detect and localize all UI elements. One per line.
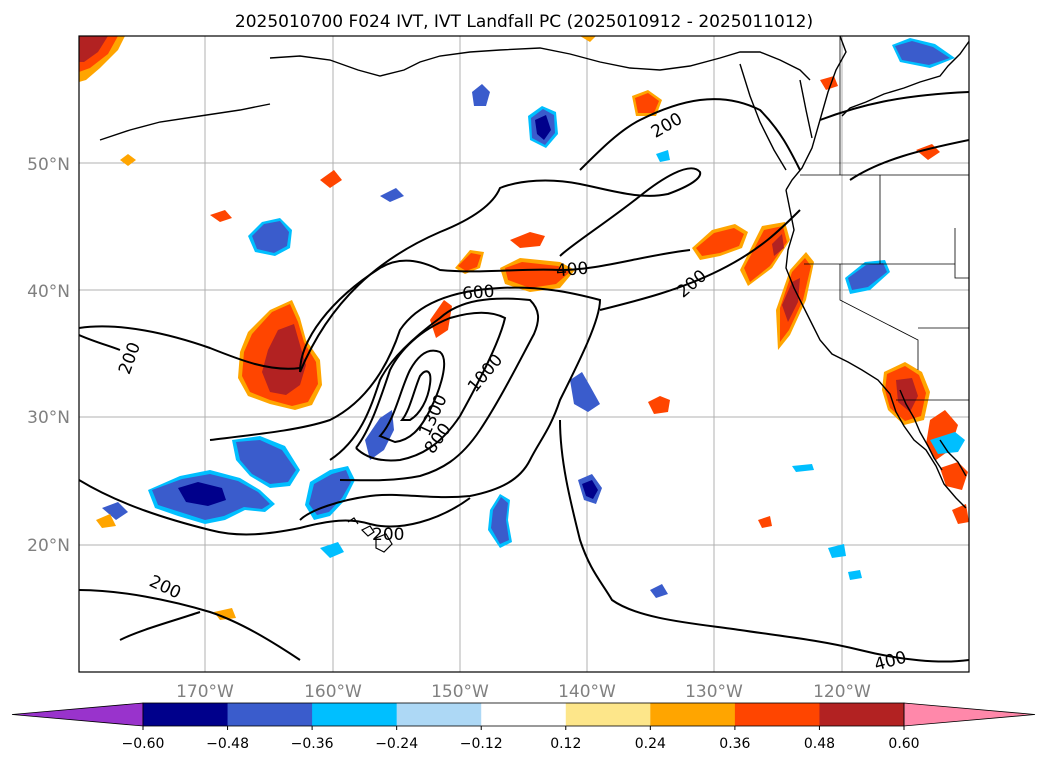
lon-label: 170°W bbox=[176, 682, 234, 702]
colorbar-segment bbox=[481, 703, 567, 726]
colorbar bbox=[11, 702, 1036, 727]
colorbar-segment bbox=[143, 703, 229, 726]
lon-label: 130°W bbox=[685, 682, 743, 702]
colorbar-segment bbox=[565, 703, 651, 726]
colorbar-segment bbox=[650, 703, 736, 726]
lat-label: 30°N bbox=[27, 408, 70, 428]
colorbar-tick-label: 0.24 bbox=[635, 736, 666, 752]
longitude-labels: 170°W 160°W 150°W 140°W 130°W 120°W bbox=[176, 682, 871, 702]
colorbar-extend-high bbox=[903, 702, 1036, 727]
lat-label: 40°N bbox=[27, 282, 70, 302]
map-frame bbox=[78, 35, 970, 673]
colorbar-tick-label: −0.36 bbox=[291, 736, 334, 752]
colorbar-extend-low bbox=[11, 702, 144, 727]
ivt-contours bbox=[79, 91, 969, 663]
lat-label: 20°N bbox=[27, 536, 70, 556]
colorbar-tick-label: −0.12 bbox=[460, 736, 503, 752]
colorbar-tick-label: −0.24 bbox=[375, 736, 418, 752]
contour-label: 200 bbox=[372, 525, 404, 545]
political-borders bbox=[800, 36, 969, 401]
lon-label: 120°W bbox=[813, 682, 871, 702]
colorbar-tick-label: 0.60 bbox=[888, 736, 919, 752]
gridlines bbox=[79, 36, 969, 672]
colorbar-outline bbox=[142, 702, 905, 727]
latitude-labels: 50°N 40°N 30°N 20°N bbox=[27, 155, 70, 556]
colorbar-segment bbox=[734, 703, 820, 726]
colorbar-segment bbox=[227, 703, 313, 726]
colorbar-ticks: −0.60 −0.48 −0.36 −0.24 −0.12 0.12 0.24 0.36 0.4… bbox=[122, 726, 920, 752]
colorbar-tick-label: 0.36 bbox=[719, 736, 750, 752]
colorbar-tick-label: −0.48 bbox=[206, 736, 249, 752]
probability-shading bbox=[79, 36, 969, 620]
lon-label: 150°W bbox=[431, 682, 489, 702]
lon-label: 140°W bbox=[558, 682, 616, 702]
contour-label: 600 bbox=[461, 282, 495, 305]
contour-label: 400 bbox=[555, 259, 589, 282]
colorbar-tick-label: 0.48 bbox=[804, 736, 835, 752]
colorbar-tick-label: 0.12 bbox=[550, 736, 581, 752]
colorbar-segment bbox=[819, 703, 905, 726]
lon-label: 160°W bbox=[304, 682, 362, 702]
lat-label: 50°N bbox=[27, 155, 70, 175]
map-title: 2025010700 F024 IVT, IVT Landfall PC (20… bbox=[235, 12, 813, 32]
colorbar-segment bbox=[312, 703, 398, 726]
colorbar-segment bbox=[396, 703, 482, 726]
coastlines bbox=[99, 36, 969, 509]
colorbar-tick-label: −0.60 bbox=[122, 736, 165, 752]
